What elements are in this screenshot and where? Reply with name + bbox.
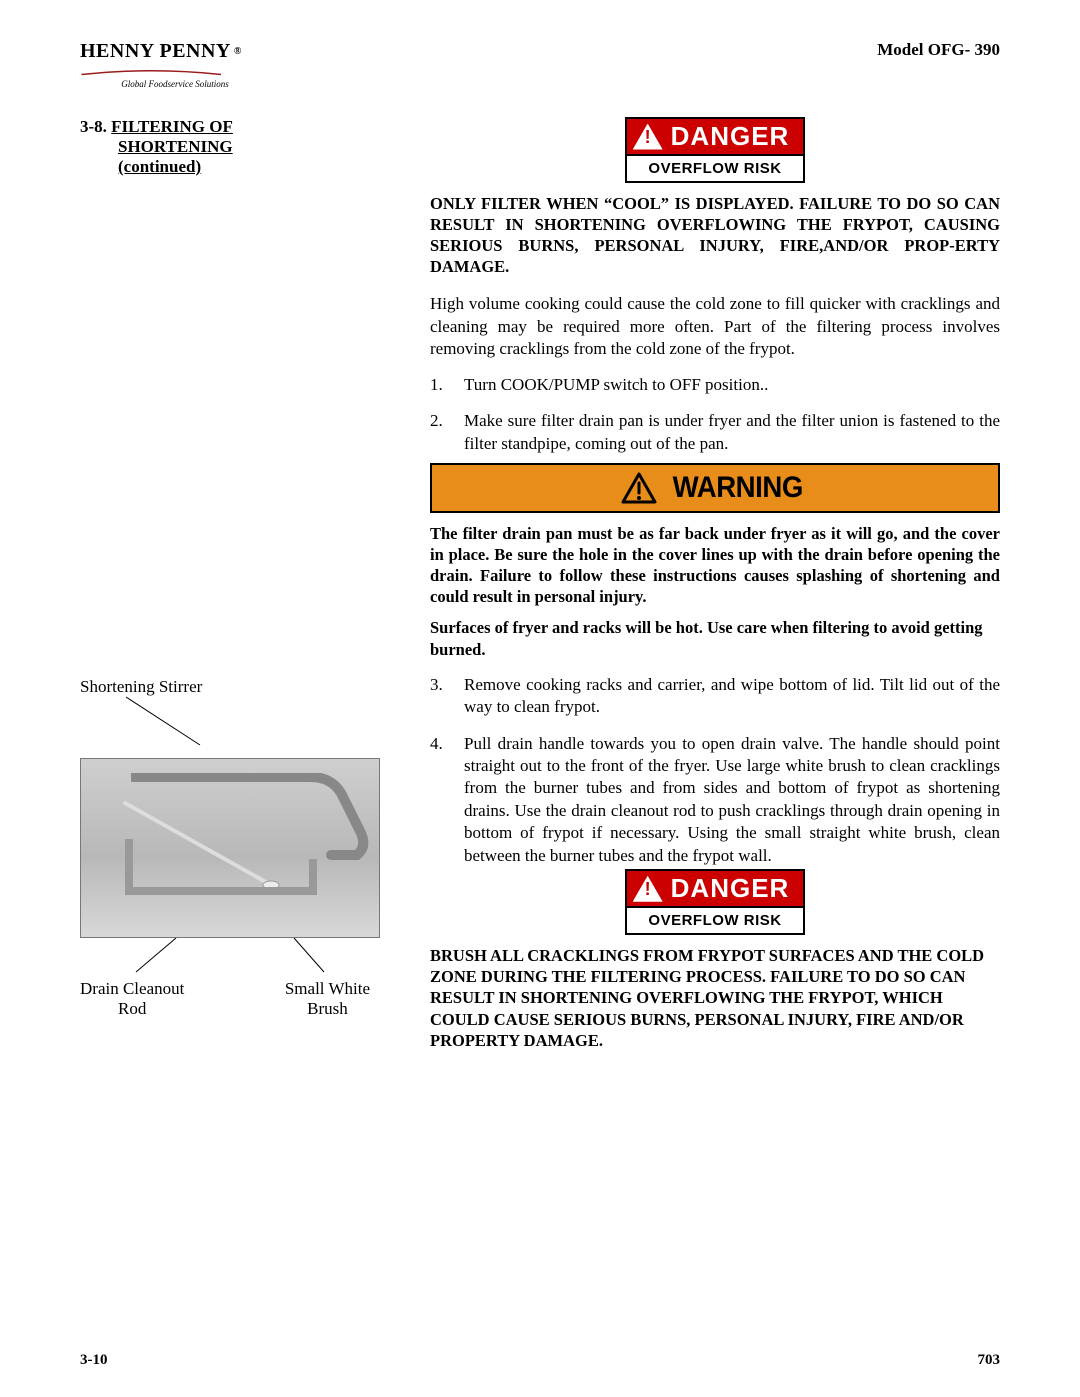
brand-logo: HENNY PENNY® Global Foodservice Solution…: [80, 40, 270, 89]
warning-text-1: The filter drain pan must be as far back…: [430, 523, 1000, 607]
section-title-line2: SHORTENING: [118, 137, 233, 156]
step-1: 1.Turn COOK/PUMP switch to OFF position.…: [430, 374, 1000, 396]
section-title-line3: (continued): [118, 157, 201, 176]
danger2-text: BRUSH ALL CRACKLINGS FROM FRYPOT SURFACE…: [430, 945, 1000, 1051]
overflow-risk-label: OVERFLOW RISK: [627, 156, 804, 181]
figure-label-top: Shortening Stirrer: [80, 677, 410, 697]
label-drain-cleanout: Drain Cleanout: [80, 979, 184, 999]
overflow-risk-label: OVERFLOW RISK: [627, 908, 804, 933]
step-3: 3.Remove cooking racks and carrier, and …: [430, 674, 1000, 719]
intro-paragraph: High volume cooking could cause the cold…: [430, 293, 1000, 359]
left-column: 3-8. FILTERING OF SHORTENING (continued)…: [80, 117, 410, 1051]
figure-leader-top: [80, 697, 410, 750]
alert-triangle-icon: [621, 472, 657, 504]
logo-tagline: Global Foodservice Solutions: [80, 79, 270, 89]
section-number: 3-8.: [80, 117, 107, 136]
rod-brush-icon: [121, 799, 321, 899]
label-small-white: Small White: [285, 979, 370, 999]
alert-triangle-icon: [633, 124, 663, 150]
steps-list: 1.Turn COOK/PUMP switch to OFF position.…: [430, 374, 1000, 455]
label-rod: Rod: [80, 999, 184, 1019]
page-header: HENNY PENNY® Global Foodservice Solution…: [80, 40, 1000, 89]
warning-text-2: Surfaces of fryer and racks will be hot.…: [430, 617, 1000, 659]
danger-sign-2: DANGER OVERFLOW RISK: [625, 869, 806, 935]
section-heading: 3-8. FILTERING OF SHORTENING (continued): [80, 117, 410, 177]
danger1-text: ONLY FILTER WHEN “COOL” IS DISPLAYED. FA…: [430, 193, 1000, 277]
page-number-left: 3-10: [80, 1352, 108, 1369]
danger-word: DANGER: [671, 873, 790, 904]
figure-labels-bottom: Drain Cleanout Rod Small White Brush: [80, 979, 380, 1019]
model-number: Model OFG- 390: [877, 40, 1000, 60]
warning-word: WARNING: [673, 471, 803, 505]
danger-word: DANGER: [671, 121, 790, 152]
step-4: 4.Pull drain handle towards you to open …: [430, 733, 1000, 868]
danger-sign-1: DANGER OVERFLOW RISK: [625, 117, 806, 183]
alert-triangle-icon: [633, 876, 663, 902]
right-column: DANGER OVERFLOW RISK ONLY FILTER WHEN “C…: [430, 117, 1000, 1051]
logo-swoosh-icon: [80, 70, 223, 76]
tools-photo: [80, 758, 380, 938]
warning-sign: WARNING: [430, 463, 1000, 513]
page-footer: 3-10 703: [80, 1352, 1000, 1369]
logo-text: HENNY PENNY: [80, 40, 231, 63]
step-2: 2.Make sure filter drain pan is under fr…: [430, 410, 1000, 455]
section-title-line1: FILTERING OF: [111, 117, 233, 136]
figure-leader-bottom: [80, 938, 410, 977]
page-number-right: 703: [978, 1352, 1001, 1369]
registered-icon: ®: [234, 46, 242, 57]
label-brush: Brush: [285, 999, 370, 1019]
